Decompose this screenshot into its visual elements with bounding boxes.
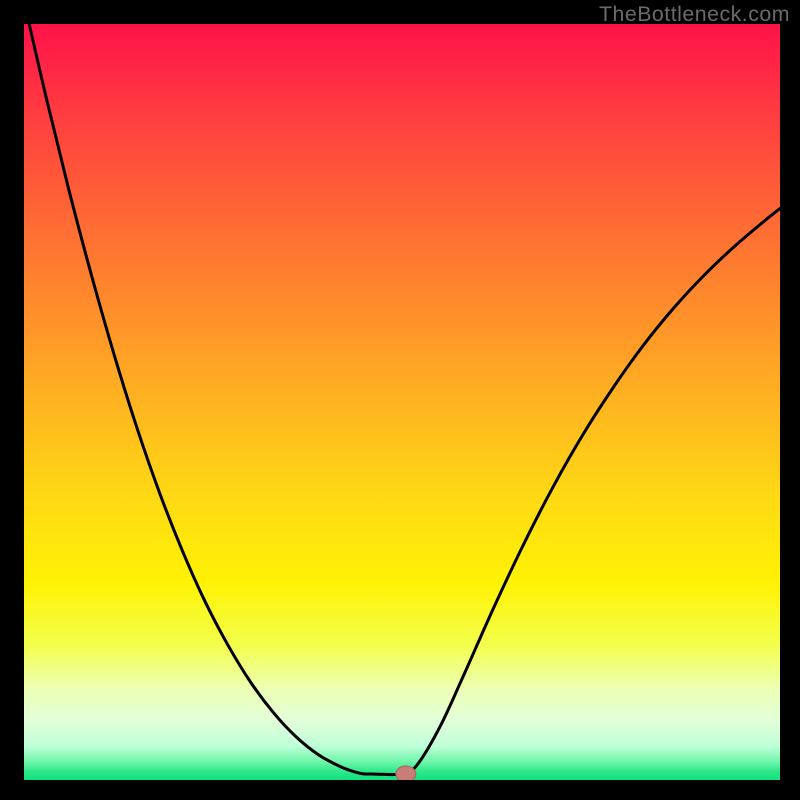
minimum-marker (396, 766, 416, 780)
plot-area (24, 24, 780, 780)
bottleneck-curve (24, 24, 780, 780)
watermark-text: TheBottleneck.com (599, 2, 790, 27)
figure-frame: TheBottleneck.com (0, 0, 800, 800)
